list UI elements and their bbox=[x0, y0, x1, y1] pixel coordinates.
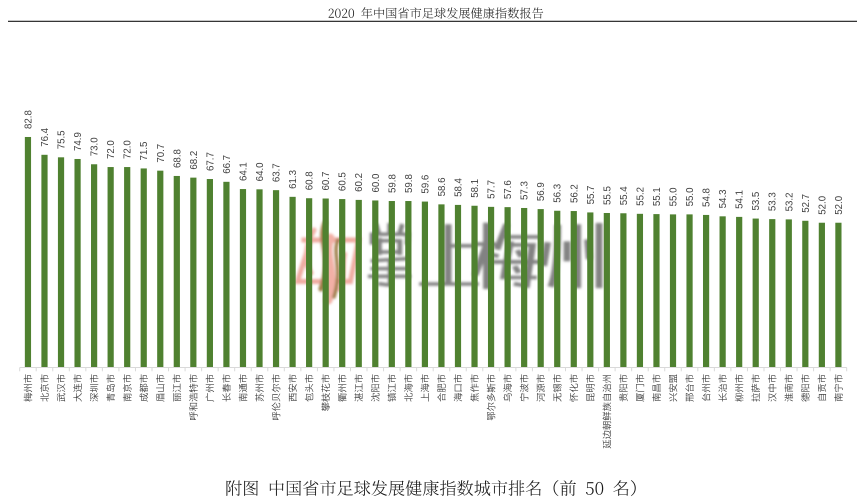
svg-text:73.0: 73.0 bbox=[90, 137, 101, 156]
svg-text:52.7: 52.7 bbox=[801, 194, 812, 213]
svg-text:60.2: 60.2 bbox=[354, 173, 365, 192]
svg-text:68.8: 68.8 bbox=[172, 149, 183, 168]
svg-text:52.0: 52.0 bbox=[834, 195, 845, 214]
svg-text:58.6: 58.6 bbox=[437, 178, 448, 197]
svg-text:72.0: 72.0 bbox=[123, 140, 134, 159]
svg-text:59.8: 59.8 bbox=[404, 174, 415, 193]
svg-text:54.8: 54.8 bbox=[702, 188, 713, 207]
svg-text:53.2: 53.2 bbox=[784, 193, 795, 212]
svg-text:60.5: 60.5 bbox=[338, 172, 349, 191]
svg-text:74.9: 74.9 bbox=[73, 132, 84, 151]
svg-text:59.8: 59.8 bbox=[387, 174, 398, 193]
svg-text:54.3: 54.3 bbox=[718, 189, 729, 208]
svg-text:71.5: 71.5 bbox=[139, 142, 150, 161]
svg-text:59.6: 59.6 bbox=[420, 175, 431, 194]
svg-text:66.7: 66.7 bbox=[222, 155, 233, 174]
svg-text:72.0: 72.0 bbox=[106, 140, 117, 159]
svg-text:63.7: 63.7 bbox=[272, 163, 283, 182]
svg-text:57.6: 57.6 bbox=[503, 180, 514, 199]
svg-text:55.0: 55.0 bbox=[685, 187, 696, 206]
svg-text:60.7: 60.7 bbox=[321, 172, 332, 191]
svg-text:57.7: 57.7 bbox=[487, 180, 498, 199]
svg-text:55.7: 55.7 bbox=[586, 186, 597, 205]
svg-text:67.7: 67.7 bbox=[205, 152, 216, 171]
svg-text:70.7: 70.7 bbox=[156, 144, 167, 163]
svg-text:57.3: 57.3 bbox=[520, 181, 531, 200]
svg-text:56.3: 56.3 bbox=[553, 184, 564, 203]
svg-text:54.1: 54.1 bbox=[735, 190, 746, 209]
svg-text:60.0: 60.0 bbox=[371, 173, 382, 192]
svg-text:55.2: 55.2 bbox=[635, 187, 646, 206]
svg-text:76.4: 76.4 bbox=[40, 127, 51, 146]
svg-text:53.5: 53.5 bbox=[751, 192, 762, 211]
svg-text:52.0: 52.0 bbox=[817, 195, 828, 214]
svg-text:64.1: 64.1 bbox=[238, 162, 249, 181]
svg-text:82.8: 82.8 bbox=[23, 110, 34, 129]
svg-text:60.8: 60.8 bbox=[305, 171, 316, 190]
svg-text:68.2: 68.2 bbox=[189, 151, 200, 170]
svg-text:58.4: 58.4 bbox=[453, 177, 464, 196]
svg-text:55.4: 55.4 bbox=[619, 186, 630, 205]
svg-text:61.3: 61.3 bbox=[288, 170, 299, 189]
svg-text:56.2: 56.2 bbox=[569, 184, 580, 203]
svg-text:58.1: 58.1 bbox=[470, 179, 481, 198]
svg-text:75.5: 75.5 bbox=[57, 130, 68, 149]
svg-text:64.0: 64.0 bbox=[255, 162, 266, 181]
svg-text:55.0: 55.0 bbox=[669, 187, 680, 206]
svg-text:53.3: 53.3 bbox=[768, 192, 779, 211]
svg-text:55.5: 55.5 bbox=[602, 186, 613, 205]
svg-text:55.1: 55.1 bbox=[652, 187, 663, 206]
svg-text:56.9: 56.9 bbox=[536, 182, 547, 201]
